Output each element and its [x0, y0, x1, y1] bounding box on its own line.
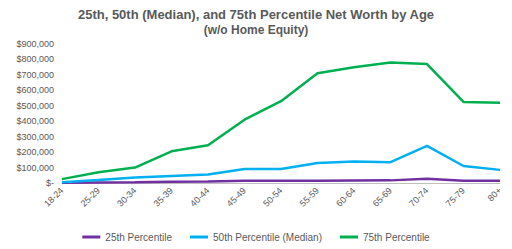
svg-text:$900,000: $900,000: [16, 39, 54, 49]
svg-text:75-79: 75-79: [444, 185, 467, 208]
svg-text:(w/o Home Equity): (w/o Home Equity): [204, 23, 309, 37]
svg-text:$300,000: $300,000: [16, 132, 54, 142]
svg-text:$100,000: $100,000: [16, 163, 54, 173]
svg-text:35-39: 35-39: [152, 185, 175, 208]
svg-text:55-59: 55-59: [298, 185, 321, 208]
svg-text:18-24: 18-24: [42, 185, 65, 208]
svg-text:$500,000: $500,000: [16, 101, 54, 111]
svg-text:65-69: 65-69: [371, 185, 394, 208]
svg-text:80+: 80+: [486, 185, 504, 203]
svg-text:40-44: 40-44: [188, 185, 211, 208]
svg-text:70-74: 70-74: [407, 185, 430, 208]
svg-text:$700,000: $700,000: [16, 70, 54, 80]
svg-text:25-29: 25-29: [79, 185, 102, 208]
svg-text:45-49: 45-49: [225, 185, 248, 208]
svg-text:$200,000: $200,000: [16, 147, 54, 157]
svg-text:75th Percentile: 75th Percentile: [363, 232, 430, 243]
svg-text:50th Percentile (Median): 50th Percentile (Median): [213, 232, 322, 243]
svg-text:60-64: 60-64: [334, 185, 357, 208]
svg-text:25th, 50th (Median), and 75th: 25th, 50th (Median), and 75th Percentile…: [78, 7, 434, 22]
svg-text:30-34: 30-34: [115, 185, 138, 208]
svg-text:25th Percentile: 25th Percentile: [105, 232, 172, 243]
svg-text:$600,000: $600,000: [16, 85, 54, 95]
svg-text:$-: $-: [46, 178, 54, 188]
svg-text:$400,000: $400,000: [16, 116, 54, 126]
svg-text:$800,000: $800,000: [16, 54, 54, 64]
svg-text:50-54: 50-54: [261, 185, 284, 208]
